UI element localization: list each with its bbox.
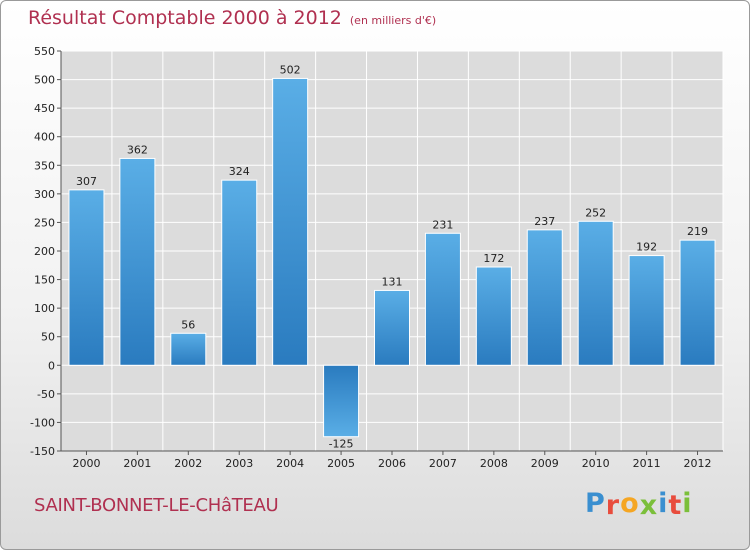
- brand-letter: x: [639, 490, 659, 521]
- x-tick-label: 2003: [225, 457, 253, 470]
- value-label: 502: [280, 63, 301, 76]
- x-tick-label: 2009: [531, 457, 559, 470]
- x-tick-label: 2010: [582, 457, 610, 470]
- y-tick-label: 450: [34, 102, 55, 115]
- bar-2012: [679, 239, 716, 366]
- x-tick-label: 2006: [378, 457, 406, 470]
- x-tick-label: 2005: [327, 457, 355, 470]
- y-tick-label: -150: [30, 445, 55, 458]
- bar-series: [68, 77, 716, 438]
- bar-2007: [424, 232, 461, 366]
- y-tick-label: 0: [48, 359, 55, 372]
- brand-letter: t: [668, 490, 683, 521]
- x-tick-label: 2000: [72, 457, 100, 470]
- value-label: 307: [76, 175, 97, 188]
- x-tick-label: 2008: [480, 457, 508, 470]
- value-label: 131: [382, 275, 403, 288]
- chart-title: Résultat Comptable 2000 à 2012: [28, 7, 342, 29]
- value-label: 324: [229, 165, 250, 178]
- value-label: 231: [432, 218, 453, 231]
- axes: -150 -100 -50 0 50 100 150 200 250 300 350 400 450 50…: [30, 45, 723, 470]
- value-label: 56: [181, 318, 195, 331]
- y-tick-label: 50: [41, 331, 55, 344]
- value-label: 237: [534, 215, 555, 228]
- brand-letter: i: [658, 488, 669, 519]
- y-tick-label: 150: [34, 274, 55, 287]
- bar-2010: [577, 220, 614, 366]
- bar-2008: [475, 266, 512, 366]
- bar-2011: [628, 255, 665, 366]
- bar-2002: [170, 332, 207, 366]
- bar-2001: [119, 157, 156, 366]
- bar-2000: [68, 189, 105, 366]
- value-label: 219: [687, 225, 708, 238]
- y-tick-label: -100: [30, 416, 55, 429]
- y-tick-label: 400: [34, 131, 55, 144]
- value-label: 252: [585, 206, 606, 219]
- y-tick-label: 500: [34, 74, 55, 87]
- bar-2003: [221, 179, 258, 366]
- y-tick-label: 550: [34, 45, 55, 58]
- y-tick-label: 250: [34, 216, 55, 229]
- brand-letter: o: [620, 488, 640, 519]
- city-name: SAINT-BONNET-LE-CHâTEAU: [34, 495, 279, 516]
- x-tick-label: 2011: [633, 457, 661, 470]
- y-tick-label: 200: [34, 245, 55, 258]
- bar-2009: [526, 229, 563, 366]
- value-label: -125: [329, 438, 354, 451]
- chart-unit: (en milliers d'€): [349, 14, 437, 27]
- bar-2004: [272, 77, 309, 366]
- brand-logo: Proxiti: [585, 488, 693, 521]
- value-labels: 307 362 56 324 502 -125 131 231 172 237 252 192 219: [76, 63, 708, 450]
- x-tick-label: 2002: [174, 457, 202, 470]
- y-tick-label: 100: [34, 302, 55, 315]
- x-tick-label: 2001: [123, 457, 151, 470]
- y-tick-label: -50: [37, 388, 55, 401]
- brand-letter: i: [682, 488, 693, 519]
- value-label: 172: [483, 252, 504, 265]
- title-row: Résultat Comptable 2000 à 2012 (en millie…: [28, 7, 436, 29]
- value-label: 192: [636, 241, 657, 254]
- brand-letter: P: [585, 488, 606, 519]
- x-tick-label: 2007: [429, 457, 457, 470]
- y-tick-label: 350: [34, 159, 55, 172]
- brand-letter: r: [605, 490, 621, 521]
- bar-2006: [374, 289, 410, 366]
- value-label: 362: [127, 143, 148, 156]
- bar-2005: [323, 364, 360, 438]
- x-tick-label: 2012: [684, 457, 712, 470]
- x-tick-label: 2004: [276, 457, 304, 470]
- y-tick-label: 300: [34, 188, 55, 201]
